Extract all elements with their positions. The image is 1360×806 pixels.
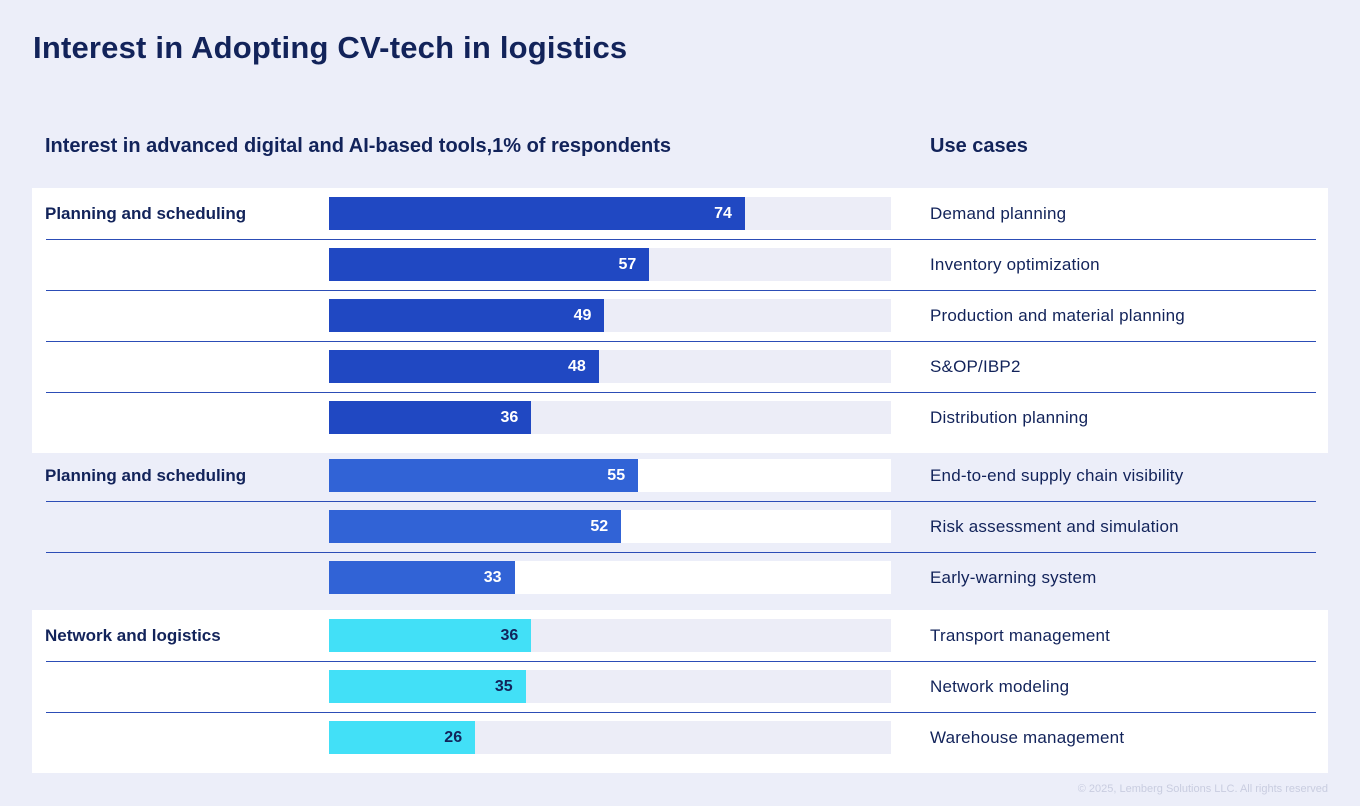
row-divider <box>46 661 1316 662</box>
bar: 26 <box>329 721 476 754</box>
bar-row: 35 Network modeling <box>32 661 1328 712</box>
bar-track: 35 <box>329 670 891 703</box>
row-divider <box>46 392 1316 393</box>
bar-group-1: Planning and scheduling 74 Demand planning… <box>32 188 1328 453</box>
bar-track: 26 <box>329 721 891 754</box>
row-divider <box>46 712 1316 713</box>
group-label: Network and logistics <box>45 626 221 645</box>
bar-track: 57 <box>329 248 891 281</box>
copyright-footer: © 2025, Lemberg Solutions LLC. All right… <box>1077 783 1328 795</box>
bar-row: Planning and scheduling 55 End-to-end supp… <box>32 450 1328 501</box>
bar: 49 <box>329 299 605 332</box>
bar-track: 55 <box>329 459 891 492</box>
bar-track: 36 <box>329 619 891 652</box>
bar-track: 33 <box>329 561 891 594</box>
bar-value-label: 36 <box>500 627 519 644</box>
bar-value-label: 35 <box>494 678 513 695</box>
use-case-label: Transport management <box>930 626 1111 645</box>
bar-row: 36 Distribution planning <box>32 392 1328 443</box>
use-case-label: Risk assessment and simulation <box>930 517 1179 536</box>
use-case-label: End-to-end supply chain visibility <box>930 466 1184 485</box>
bar-row: Planning and scheduling 74 Demand planning <box>32 188 1328 239</box>
bar-value-label: 55 <box>607 467 626 484</box>
bar-value-label: 36 <box>500 409 519 426</box>
bar-track: 49 <box>329 299 891 332</box>
row-divider <box>46 501 1316 502</box>
bar: 48 <box>329 350 599 383</box>
bar: 55 <box>329 459 639 492</box>
row-divider <box>46 239 1316 240</box>
bar-row: Network and logistics 36 Transport managem… <box>32 610 1328 661</box>
bar: 36 <box>329 619 532 652</box>
bar-value-label: 57 <box>618 256 637 273</box>
use-case-label: Early-warning system <box>930 568 1097 587</box>
bar: 35 <box>329 670 526 703</box>
use-case-label: Warehouse management <box>930 728 1125 747</box>
bar-row: 52 Risk assessment and simulation <box>32 501 1328 552</box>
use-case-label: Network modeling <box>930 677 1070 696</box>
group-label: Planning and scheduling <box>45 466 247 485</box>
chart-title: Interest in Adopting CV-tech in logistic… <box>33 30 628 65</box>
value-axis-heading: Interest in advanced digital and AI-base… <box>45 135 672 157</box>
use-cases-heading: Use cases <box>930 135 1028 157</box>
bar-row: 33 Early-warning system <box>32 552 1328 603</box>
row-divider <box>46 341 1316 342</box>
bar: 74 <box>329 197 745 230</box>
bar: 33 <box>329 561 515 594</box>
bar-track: 48 <box>329 350 891 383</box>
bar-group-2: Planning and scheduling 55 End-to-end supp… <box>32 450 1328 613</box>
bar-value-label: 26 <box>444 729 463 746</box>
bar-group-3: Network and logistics 36 Transport managem… <box>32 610 1328 773</box>
use-case-label: Distribution planning <box>930 408 1089 427</box>
use-case-label: Production and material planning <box>930 306 1185 325</box>
bar: 52 <box>329 510 622 543</box>
use-case-label: Inventory optimization <box>930 255 1100 274</box>
bar-value-label: 48 <box>568 358 586 375</box>
use-case-label: S&OP/IBP2 <box>930 357 1021 376</box>
bar-track: 36 <box>329 401 891 434</box>
bar-track: 52 <box>329 510 891 543</box>
bar-value-label: 52 <box>590 518 609 535</box>
bar-row: 48 S&OP/IBP2 <box>32 341 1328 392</box>
bar-row: 49 Production and material planning <box>32 290 1328 341</box>
bar-row: 26 Warehouse management <box>32 712 1328 763</box>
bar: 57 <box>329 248 650 281</box>
bar-value-label: 33 <box>483 569 502 586</box>
bar-value-label: 49 <box>573 307 592 324</box>
bar-row: 57 Inventory optimization <box>32 239 1328 290</box>
bar-track: 74 <box>329 197 891 230</box>
bar: 36 <box>329 401 532 434</box>
bar-value-label: 74 <box>714 205 732 222</box>
row-divider <box>46 290 1316 291</box>
use-case-label: Demand planning <box>930 204 1067 223</box>
group-label: Planning and scheduling <box>45 204 247 223</box>
row-divider <box>46 552 1316 553</box>
